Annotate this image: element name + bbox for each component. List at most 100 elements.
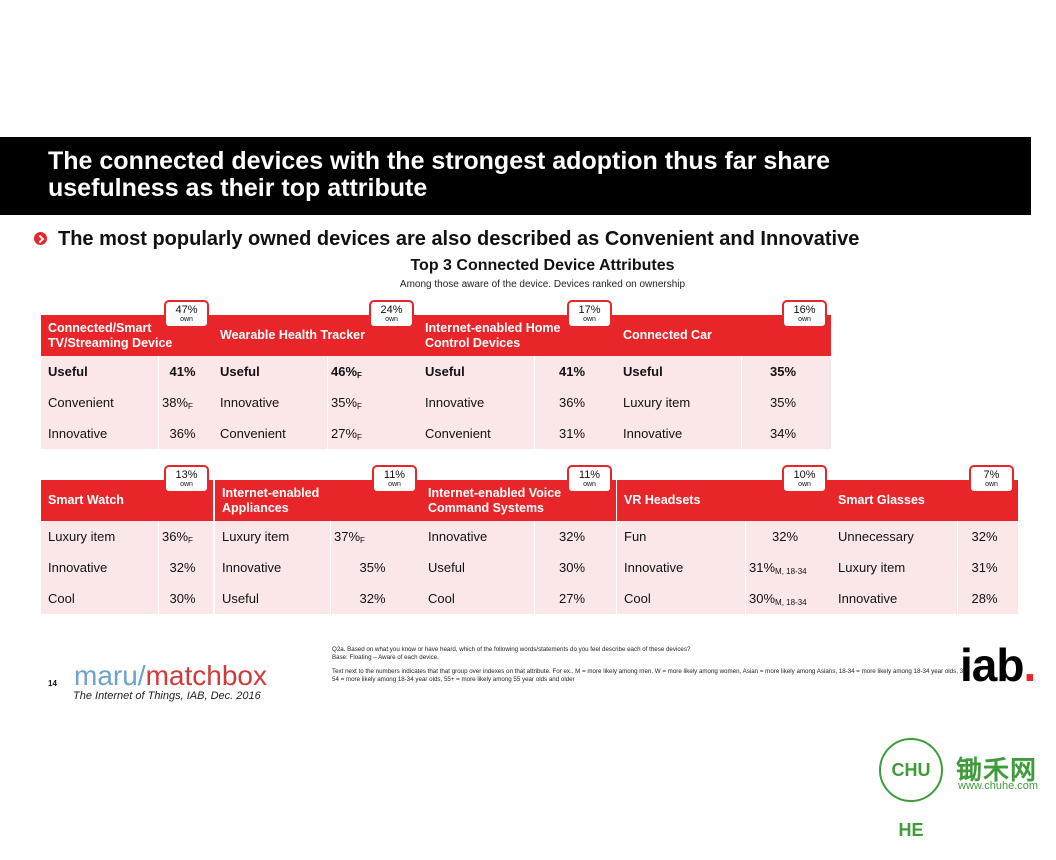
chuhe-watermark-url: www.chuhe.com [958,780,1039,792]
ownership-percent: 24% [380,304,403,316]
attribute-value: 32% [749,521,821,552]
attribute-row: Convenient 27%F [213,418,418,449]
attribute-percent: 36% [558,395,586,410]
ownership-label: own [180,316,193,323]
attribute-value: 32% [538,521,606,552]
maru-matchbox-logo: maru/matchbox [74,660,267,692]
ownership-badge: 13% own [164,465,209,493]
source-text: The Internet of Things, IAB, Dec. 2016 [73,690,261,702]
attribute-value: 35%F [331,387,408,422]
device-name: Connected Car [623,328,712,342]
device-card-header: Internet-enabled Appliances [215,480,421,521]
attribute-label: Luxury item [838,560,906,575]
attribute-label: Innovative [48,560,108,575]
column-divider [158,356,159,449]
footnote-question: Q2a. Based on what you know or have hear… [332,646,691,653]
attribute-row: Fun 32% [617,521,831,552]
attribute-value: 32% [961,521,1008,552]
ownership-badge: 7% own [969,465,1014,493]
attribute-list: Useful 35% Luxury item 35% Innovative 34% [616,356,831,449]
ownership-badge: 16% own [782,300,827,328]
attribute-percent: 30% [169,591,196,606]
attribute-significance: F [357,402,362,411]
attribute-significance: M, 18-34 [775,598,807,607]
attribute-percent: 27% [558,591,586,606]
attribute-row: Luxury item 31% [831,552,1018,583]
column-divider [534,356,535,449]
attribute-label: Innovative [838,591,898,606]
attribute-percent: 41% [558,364,586,379]
attribute-value: 46%F [331,356,408,391]
ownership-percent: 13% [175,469,198,481]
device-card-header: Smart Watch [41,480,213,521]
attribute-label: Innovative [222,560,282,575]
attribute-value: 35% [745,387,821,418]
iab-logo-dot: . [1023,639,1036,691]
attribute-percent: 32% [971,529,998,544]
attribute-row: Useful 41% [41,356,213,387]
attribute-row: Convenient 38%F [41,387,213,418]
attribute-row: Cool 30% [41,583,213,614]
attribute-row: Luxury item 36%F [41,521,213,552]
attribute-percent: 36% [169,426,196,441]
ownership-percent: 47% [175,304,198,316]
attribute-percent: 36% [162,529,189,544]
attribute-percent: 28% [971,591,998,606]
ownership-percent: 11% [578,469,601,481]
attribute-value: 31% [538,418,606,449]
ownership-badge: 17% own [567,300,612,328]
logo-slash: / [137,660,146,691]
attribute-label: Cool [624,591,651,606]
attribute-list: Useful 41% Innovative 36% Convenient 31% [418,356,616,449]
column-divider [745,521,746,614]
attribute-row: Cool 30%M, 18-34 [617,583,831,614]
attribute-value: 36% [162,418,203,449]
chart-subtitle: Among those aware of the device. Devices… [399,279,686,290]
attribute-row: Innovative 35%F [213,387,418,418]
attribute-label: Innovative [48,426,108,441]
page-number: 14 [48,679,57,688]
bullet-text: The most popularly owned devices are als… [58,228,860,250]
attribute-value: 31% [961,552,1008,583]
attribute-percent: 30% [558,560,586,575]
attribute-row: Useful 32% [215,583,421,614]
ownership-percent: 17% [578,304,601,316]
attribute-value: 41% [162,356,203,387]
chuhe-watermark-name: 锄禾网 [956,755,1038,785]
attribute-label: Fun [624,529,647,544]
attribute-percent: 46% [331,364,358,379]
attribute-value: 28% [961,583,1008,614]
device-card: Smart Watch 13% own Luxury item 36%F Innovati… [41,465,213,614]
device-name: Smart Glasses [838,493,925,507]
attribute-label: Unnecessary [838,529,914,544]
attribute-row: Convenient 31% [418,418,616,449]
device-name: VR Headsets [624,493,701,507]
device-card: Connected Car 16% own Useful 35% Luxury item 3… [616,300,831,449]
attribute-list: Luxury item 36%F Innovative 32% Cool 30% [41,521,213,614]
attribute-label: Useful [623,364,663,379]
attribute-percent: 32% [359,591,386,606]
attribute-list: Fun 32% Innovative 31%M, 18-34 Cool 30%M, 18-… [617,521,831,614]
column-divider [534,521,535,614]
attribute-label: Convenient [48,395,114,410]
attribute-percent: 32% [169,560,196,575]
footnote-note: Text next to the numbers indicates that … [332,668,969,683]
chart-title: Top 3 Connected Device Attributes [410,257,675,274]
iab-logo-text: iab [960,639,1024,691]
chuhe-badge-icon: CHU HE [879,738,943,840]
attribute-list: Unnecessary 32% Luxury item 31% Innovative 28… [831,521,1018,614]
ownership-label: own [583,481,596,488]
attribute-significance: F [357,371,362,380]
attribute-value: 37%F [334,521,411,556]
logo-maru-text: maru [74,660,138,691]
attribute-label: Useful [222,591,259,606]
attribute-percent: 30% [749,591,776,606]
attribute-percent: 32% [771,529,799,544]
device-card: Internet-enabled Voice Command Systems 11… [421,465,616,614]
attribute-label: Cool [48,591,75,606]
attribute-row: Innovative 34% [616,418,831,449]
device-card: VR Headsets 10% own Fun 32% Innovative 31%M, 1… [617,465,831,614]
attribute-value: 38%F [162,387,203,422]
attribute-row: Innovative 31%M, 18-34 [617,552,831,583]
device-card: Smart Glasses 7% own Unnecessary 32% Luxury i… [831,465,1018,614]
